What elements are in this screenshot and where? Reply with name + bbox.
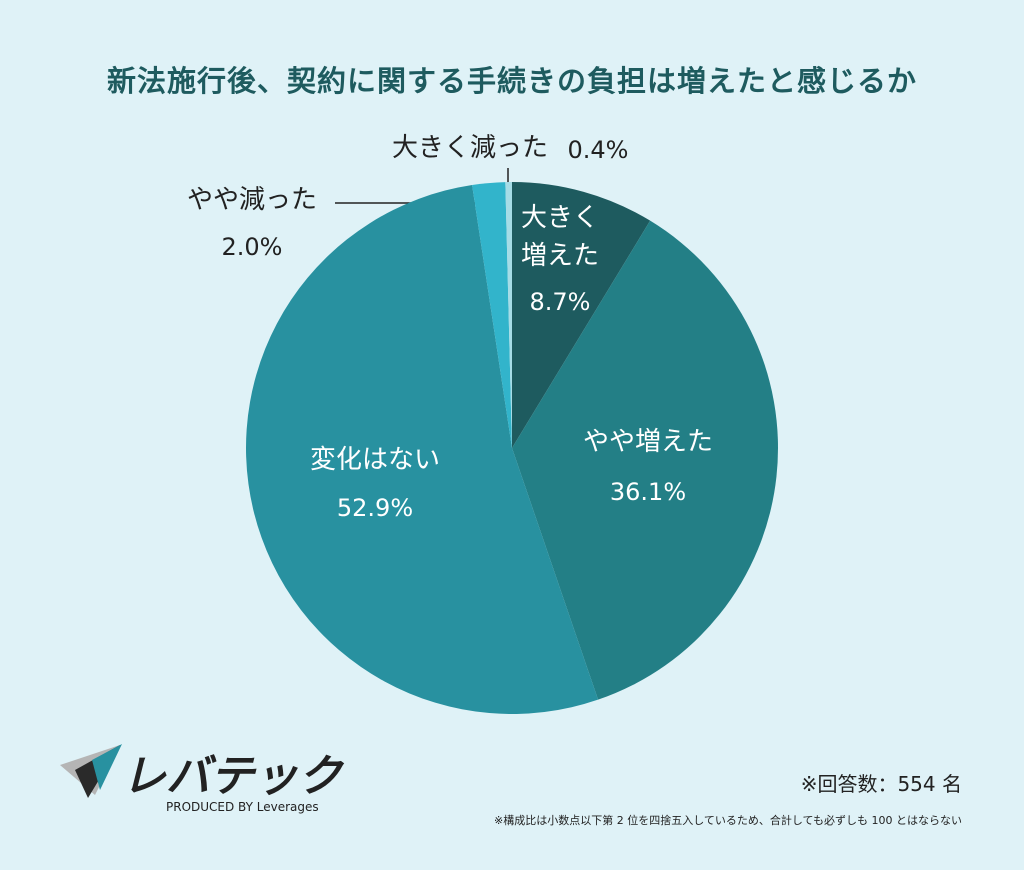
pie-slice [246,185,599,714]
slice-value: 8.7% [529,288,591,316]
chart-title: 新法施行後、契約に関する手続きの負担は増えたと感じるか [106,64,917,98]
slice-value: 52.9% [336,494,414,522]
slice-label: やや減った [186,185,318,215]
logo-name: レバテック [122,751,342,802]
pie-slice [512,220,778,700]
pie-slice [505,182,512,448]
slice-value: 0.4% [567,136,629,164]
slice-label: やや増えた [582,427,714,457]
pie-slice [472,182,512,448]
slice-value: 2.0% [221,233,283,261]
slice-label: 変化はない [309,445,441,475]
respondents-note: ※回答数：554 名 [800,772,962,796]
pie-slice [512,182,651,448]
slice-value: 36.1% [609,478,687,506]
slice-label: 大きく増えた [520,203,600,271]
slice-label: 大きく減った [391,133,549,163]
logo-mark [60,744,122,798]
footnote: ※構成比は小数点以下第 2 位を四捨五入しているため、合計しても必ずしも 100… [494,814,962,827]
logo-tagline: PRODUCED BY Leverages [166,800,319,814]
